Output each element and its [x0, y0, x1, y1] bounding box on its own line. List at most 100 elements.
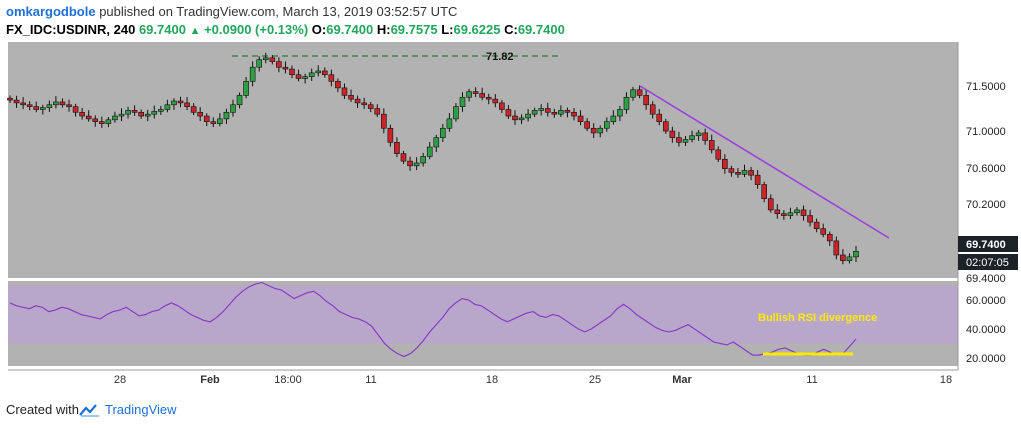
symbol-label: FX_IDC:USDINR, 240: [6, 22, 136, 37]
candle-body: [315, 70, 322, 74]
candle-body: [33, 106, 40, 110]
time-tick-label: 25: [589, 374, 601, 386]
candle-body: [512, 115, 518, 121]
author-name[interactable]: omkargodbole: [6, 4, 96, 19]
rsi-tick-label: 40.0000: [966, 324, 1006, 336]
price-panel-bg: [8, 42, 958, 278]
candle-body: [440, 127, 446, 138]
candle-body: [236, 95, 243, 106]
candle-body: [295, 74, 302, 79]
candle-body: [210, 121, 217, 124]
price-tick-label: 71.0000: [966, 126, 1006, 138]
candle-body: [748, 170, 754, 176]
price-tick-label: 70.6000: [966, 163, 1006, 175]
rsi-line: [9, 281, 857, 358]
candle-body: [630, 89, 636, 98]
candle-body: [158, 109, 164, 112]
change-value: +0.0900 (+0.13%): [204, 22, 309, 37]
candle-body: [197, 111, 203, 117]
tradingview-brand[interactable]: TradingView: [104, 402, 177, 417]
candle-body: [708, 140, 715, 151]
tradingview-logo-icon: [79, 403, 99, 417]
candle-body: [571, 111, 577, 117]
low-value: 69.6225: [453, 22, 501, 37]
rsi-tick-label: 60.0000: [966, 295, 1006, 307]
candle-body: [249, 66, 256, 82]
candle-body: [131, 110, 138, 113]
candle-body: [282, 66, 289, 70]
candle-body: [99, 121, 105, 124]
trendline: [639, 85, 890, 239]
candle-body: [79, 111, 85, 117]
candle-body: [387, 127, 394, 143]
rsi-annotation: Bullish RSI divergence: [758, 312, 877, 324]
rsi-tick-label: 20.0000: [966, 353, 1006, 365]
candle-body: [505, 109, 512, 117]
candle-body: [367, 104, 374, 109]
candle-body: [518, 117, 525, 121]
candle-body: [656, 113, 663, 122]
candle-body: [636, 89, 643, 96]
candle-body: [302, 76, 308, 79]
candle-body: [7, 97, 13, 101]
candle-body: [125, 110, 131, 115]
candle-body: [807, 215, 813, 223]
candle-body: [256, 59, 263, 68]
low-label: L:: [441, 22, 454, 37]
footer: Created with TradingView: [6, 402, 177, 417]
candle-body: [138, 111, 144, 117]
price-tick-label: 69.4000: [966, 273, 1006, 285]
candle-body: [59, 101, 66, 106]
candle-body: [781, 213, 787, 216]
candle-body: [499, 102, 505, 110]
candle-body: [603, 121, 610, 129]
candle-body: [112, 115, 118, 121]
candle-body: [171, 100, 177, 106]
candle-body: [813, 221, 820, 230]
candle-body: [381, 113, 387, 129]
open-label: O:: [311, 22, 327, 37]
candle-body: [466, 91, 472, 98]
candle-body: [531, 110, 538, 115]
candle-body: [551, 111, 558, 115]
candle-body: [800, 209, 807, 216]
candle-body: [767, 198, 774, 211]
time-tick-label: 18: [486, 374, 498, 386]
candle-body: [538, 108, 545, 111]
candle-body: [853, 250, 859, 258]
candle-body: [321, 70, 328, 76]
candle-body: [223, 111, 230, 120]
created-with-text: Created with: [6, 402, 79, 417]
price-tick-label: 70.2000: [966, 199, 1006, 211]
candle-body: [203, 115, 210, 122]
candle-body: [643, 95, 649, 106]
current-price-label: 69.7400: [966, 239, 1006, 251]
candle-body: [361, 102, 367, 106]
candle-body: [407, 160, 413, 167]
candle-body: [243, 81, 249, 96]
candle-body: [826, 234, 833, 242]
candle-body: [446, 118, 453, 129]
candle-body: [761, 184, 767, 199]
candle-body: [564, 110, 571, 113]
candle-body: [492, 98, 499, 104]
resistance-label: 71.82: [486, 51, 514, 63]
candle-body: [177, 100, 184, 104]
candle-body: [689, 135, 695, 140]
candle-body: [702, 132, 708, 141]
candle-body: [649, 104, 656, 115]
candle-body: [341, 87, 348, 96]
candle-body: [374, 108, 381, 115]
high-label: H:: [376, 22, 391, 37]
candle-body: [26, 104, 33, 107]
countdown-label: 02:07:05: [966, 257, 1009, 269]
candle-body: [354, 98, 361, 104]
candle-body: [13, 99, 20, 104]
candle-body: [92, 118, 99, 122]
candle-body: [453, 106, 459, 120]
up-arrow-icon: ▲: [189, 25, 201, 37]
candle-body: [400, 153, 407, 162]
candle-body: [735, 172, 741, 175]
candle-body: [105, 119, 112, 124]
